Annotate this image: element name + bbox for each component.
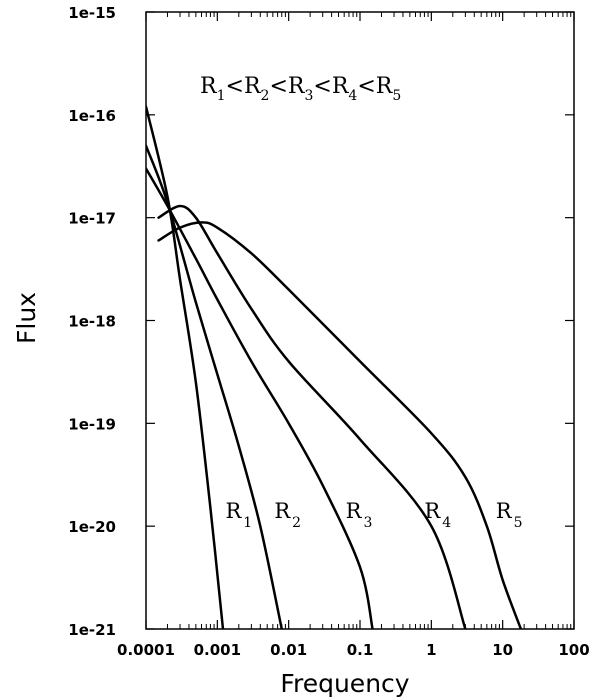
y-axis-title: Flux xyxy=(12,292,41,344)
radius-order-annotation: R1<R2<R3<R4<R5 xyxy=(200,74,401,104)
x-tick-label: 0.01 xyxy=(270,641,307,659)
x-axis-title: Frequency xyxy=(280,669,409,698)
series-curve-r4 xyxy=(157,204,467,629)
y-tick-label: 1e-16 xyxy=(68,107,116,125)
plot-frame xyxy=(145,11,575,630)
x-tick-label: 10 xyxy=(492,641,513,659)
y-tick-label: 1e-17 xyxy=(68,210,116,228)
y-tick-label: 1e-21 xyxy=(68,621,116,639)
y-tick-label: 1e-15 xyxy=(68,4,116,22)
x-tick-label: 0.001 xyxy=(194,641,241,659)
x-tick-label: 0.0001 xyxy=(117,641,175,659)
series-curve-r5 xyxy=(157,221,523,629)
series-curve-r3 xyxy=(146,167,374,629)
y-tick-label: 1e-18 xyxy=(68,313,116,331)
series-curve-r2 xyxy=(146,144,284,629)
y-tick-label: 1e-20 xyxy=(68,518,116,536)
y-tick-label: 1e-19 xyxy=(68,415,116,433)
x-tick-label: 0.1 xyxy=(347,641,374,659)
ticks-layer: 0.0001 0.001 0.01 0.1 1 10 100 1e-15 1e-16 1e-17 1… xyxy=(68,4,589,659)
x-tick-label: 1 xyxy=(426,641,436,659)
x-tick-label: 100 xyxy=(558,641,589,659)
series-curve-r1 xyxy=(146,105,225,629)
curves-layer xyxy=(146,105,523,629)
